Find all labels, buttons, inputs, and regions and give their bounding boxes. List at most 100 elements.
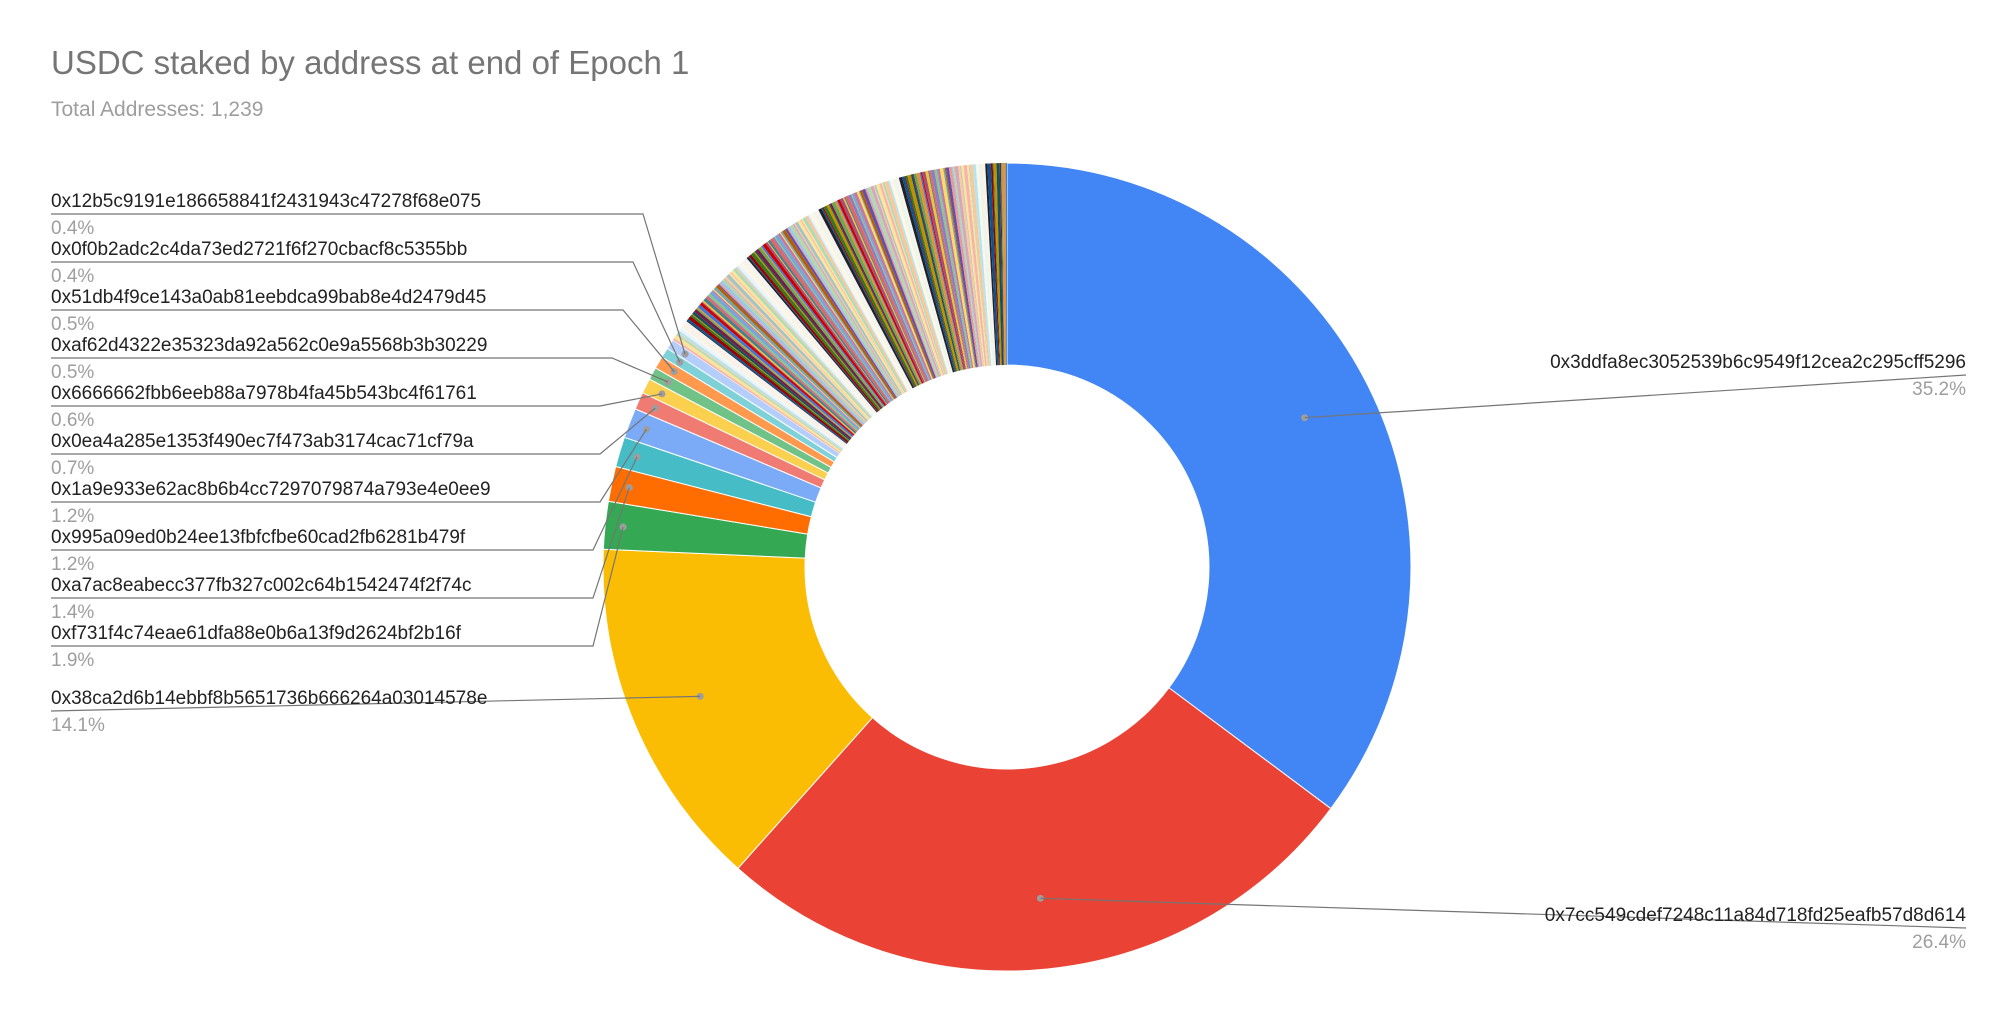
slice-other-126[interactable] xyxy=(890,179,951,374)
slice-other-93[interactable] xyxy=(823,205,917,388)
slice-other-102[interactable] xyxy=(842,197,926,383)
slice-other-22[interactable] xyxy=(702,300,856,435)
slice-other-35[interactable] xyxy=(722,278,866,424)
slice-other-142[interactable] xyxy=(925,170,968,370)
slice-other-136[interactable] xyxy=(912,173,961,371)
slice-other-160[interactable] xyxy=(963,164,987,367)
slice-other-4[interactable] xyxy=(677,330,844,450)
slice-other-42[interactable] xyxy=(732,268,872,419)
slice-other-139[interactable] xyxy=(919,172,964,370)
slice-other-87[interactable] xyxy=(813,211,911,390)
slice-other-118[interactable] xyxy=(874,184,942,377)
slice-other-44[interactable] xyxy=(736,266,873,418)
slice-other-116[interactable] xyxy=(870,185,941,377)
slice-other-33[interactable] xyxy=(718,282,864,426)
slice-other-113[interactable] xyxy=(865,188,937,378)
slice-other-38[interactable] xyxy=(726,274,868,422)
slice-other-18[interactable] xyxy=(696,307,853,438)
slice-other-131[interactable] xyxy=(902,176,956,372)
slice-other-20[interactable] xyxy=(699,302,855,436)
slice-other-66[interactable] xyxy=(773,236,891,403)
slice-other-179[interactable] xyxy=(1005,163,1007,366)
slice-other-14[interactable] xyxy=(691,313,850,441)
slice-other-86[interactable] xyxy=(810,212,911,391)
slice-other-167[interactable] xyxy=(978,163,995,366)
slice-other-55[interactable] xyxy=(754,250,882,410)
slice-other-122[interactable] xyxy=(882,182,946,375)
slice-other-5[interactable] xyxy=(679,328,845,449)
slice-other-159[interactable] xyxy=(961,165,986,367)
slice-other-15[interactable] xyxy=(692,311,851,441)
slice-other-104[interactable] xyxy=(845,195,928,382)
slice-other-12[interactable] xyxy=(688,316,849,443)
slice-other-24[interactable] xyxy=(705,296,858,433)
slice-other-157[interactable] xyxy=(957,165,984,367)
slice-other-58[interactable] xyxy=(760,246,885,408)
slice-other-119[interactable] xyxy=(875,183,944,376)
slice-other-111[interactable] xyxy=(859,189,935,379)
slice-other-56[interactable] xyxy=(755,248,883,409)
slice-other-125[interactable] xyxy=(889,180,949,374)
slice-other-170[interactable] xyxy=(985,163,998,366)
slice-other-9[interactable] xyxy=(684,321,847,446)
slice-other-120[interactable] xyxy=(879,183,945,376)
slice-other-110[interactable] xyxy=(858,190,934,380)
slice-other-100[interactable] xyxy=(837,199,924,384)
slice-other-123[interactable] xyxy=(884,181,948,375)
slice-other-3[interactable] xyxy=(677,332,843,451)
slice-other-7[interactable] xyxy=(682,325,845,448)
slice-other-153[interactable] xyxy=(948,166,980,368)
slice-other-74[interactable] xyxy=(787,226,899,398)
slice-other-96[interactable] xyxy=(829,203,920,386)
slice-other-49[interactable] xyxy=(743,258,877,414)
slice-other-48[interactable] xyxy=(742,260,876,415)
slice-other-75[interactable] xyxy=(789,224,900,397)
slice-other-17[interactable] xyxy=(696,307,852,439)
slice-other-70[interactable] xyxy=(780,231,895,400)
slice-other-82[interactable] xyxy=(802,216,907,393)
slice-other-45[interactable] xyxy=(737,264,874,417)
slice-other-174[interactable] xyxy=(993,163,1002,366)
slice-1[interactable] xyxy=(737,687,1332,972)
slice-other-90[interactable] xyxy=(818,208,915,389)
slice-other-92[interactable] xyxy=(822,207,916,388)
slice-other-121[interactable] xyxy=(881,182,945,376)
slice-other-27[interactable] xyxy=(709,291,860,431)
slice-other-127[interactable] xyxy=(893,178,952,374)
slice-other-62[interactable] xyxy=(767,241,888,405)
slice-other-30[interactable] xyxy=(713,286,862,429)
slice-other-34[interactable] xyxy=(719,280,865,425)
slice-0[interactable] xyxy=(1006,162,1412,810)
slice-other-150[interactable] xyxy=(943,167,976,368)
slice-other-46[interactable] xyxy=(739,262,875,416)
slice-other-59[interactable] xyxy=(761,245,885,407)
slice-other-138[interactable] xyxy=(916,172,964,371)
slice-other-69[interactable] xyxy=(779,232,894,400)
slice-other-171[interactable] xyxy=(987,163,999,366)
slice-other-47[interactable] xyxy=(741,261,875,415)
slice-other-25[interactable] xyxy=(707,295,858,432)
slice-other-94[interactable] xyxy=(826,204,918,387)
slice-other-79[interactable] xyxy=(797,219,904,395)
slice-other-105[interactable] xyxy=(848,194,929,382)
slice-other-112[interactable] xyxy=(861,188,937,379)
slice-other-76[interactable] xyxy=(792,223,901,396)
slice-other-108[interactable] xyxy=(853,192,932,381)
slice-other-53[interactable] xyxy=(750,252,881,411)
slice-other-148[interactable] xyxy=(937,168,974,369)
slice-other-130[interactable] xyxy=(898,176,955,373)
slice-other-21[interactable] xyxy=(701,301,855,435)
slice-other-72[interactable] xyxy=(785,228,897,399)
slice-other-37[interactable] xyxy=(724,276,867,423)
slice-other-107[interactable] xyxy=(851,193,931,381)
slice-other-175[interactable] xyxy=(996,163,1004,366)
slice-other-149[interactable] xyxy=(939,168,976,368)
slice-other-173[interactable] xyxy=(992,163,1001,366)
slice-other-68[interactable] xyxy=(777,232,894,401)
slice-other-64[interactable] xyxy=(769,237,890,404)
slice-other-147[interactable] xyxy=(936,169,973,369)
slice-other-81[interactable] xyxy=(801,218,905,394)
slice-other-134[interactable] xyxy=(907,174,959,372)
slice-other-65[interactable] xyxy=(772,237,891,403)
slice-other-99[interactable] xyxy=(836,200,923,384)
